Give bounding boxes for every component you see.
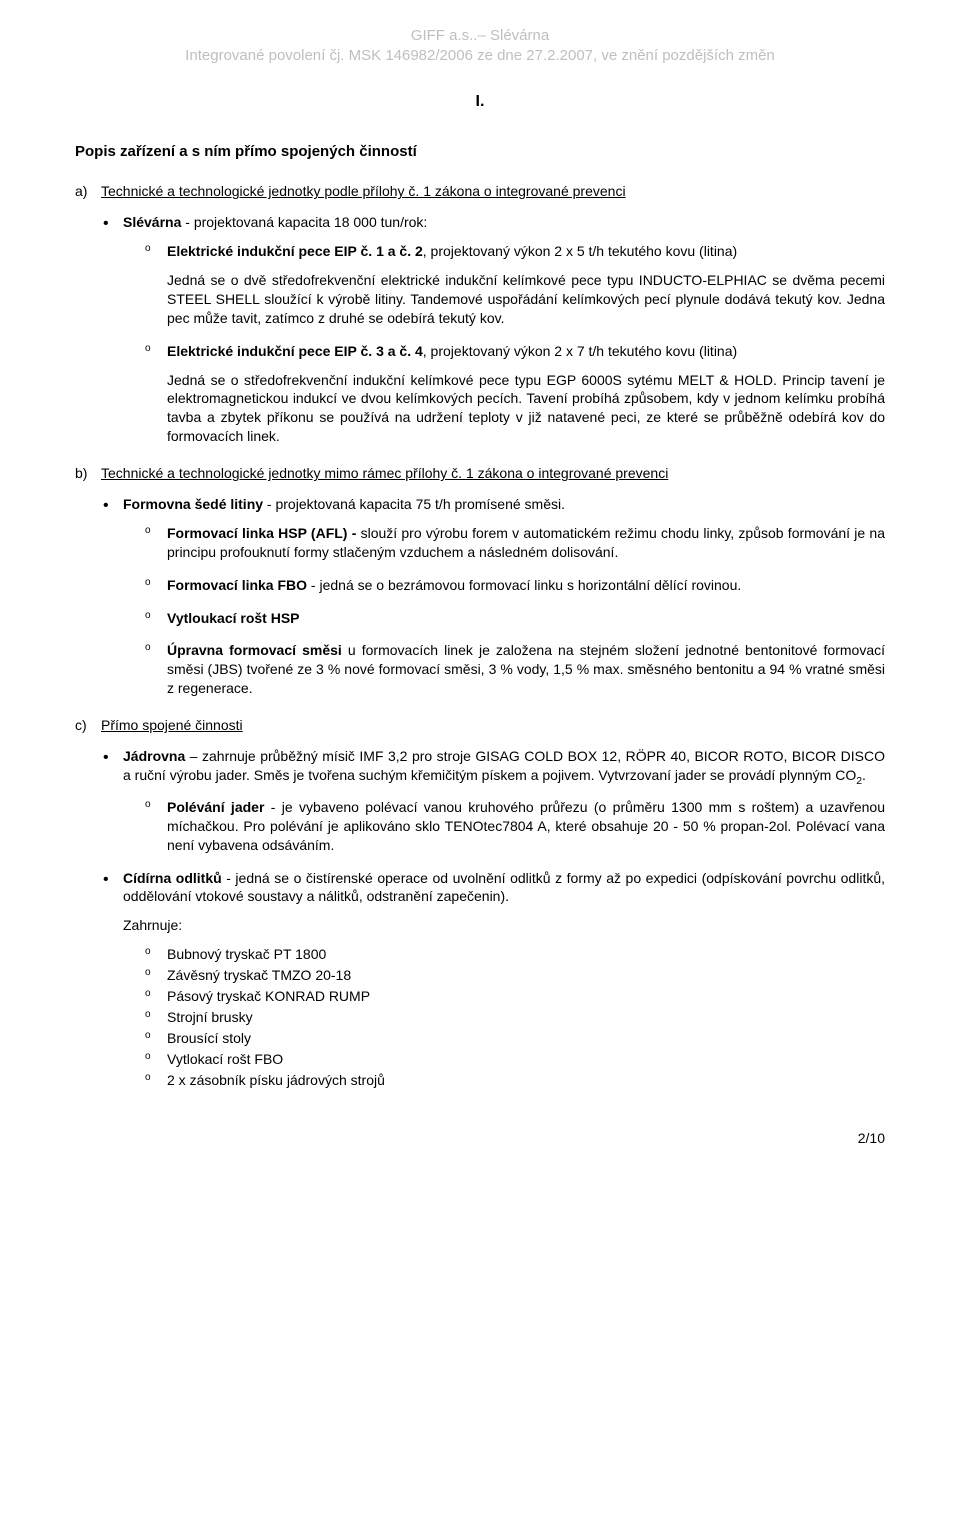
linka-fbo-tail: - jedná se o bezrámovou formovací linku … — [307, 577, 741, 593]
section-a-list: Slévárna - projektovaná kapacita 18 000 … — [75, 213, 885, 446]
linka-fbo: Formovací linka FBO - jedná se o bezrámo… — [145, 576, 885, 595]
polevani-jader: Polévání jader - je vybaveno polévací va… — [145, 798, 885, 855]
zahrnuje-list: Bubnový tryskač PT 1800 Závěsný tryskač … — [123, 945, 885, 1089]
formovna-lead: Formovna šedé litiny — [123, 496, 263, 512]
section-b-title: Technické a technologické jednotky mimo … — [101, 465, 668, 481]
zahrnuje-label: Zahrnuje: — [123, 916, 885, 935]
linka-hsp-lead: Formovací linka HSP (AFL) - — [167, 525, 356, 541]
letter-b: b) — [75, 464, 101, 483]
polevani-jader-tail: - je vybaveno polévací vanou kruhového p… — [167, 799, 885, 853]
vytloukaci-rost-lead: Vytloukací rošt HSP — [167, 610, 300, 626]
main-heading: Popis zařízení a s ním přímo spojených č… — [75, 142, 885, 162]
eip-3-4: Elektrické indukční pece EIP č. 3 a č. 4… — [145, 342, 885, 446]
section-c-heading: c)Přímo spojené činnosti — [75, 716, 885, 735]
section-a-title: Technické a technologické jednotky podle… — [101, 183, 626, 199]
eip-1-2-tail: , projektovaný výkon 2 x 5 t/h tekutého … — [423, 243, 737, 259]
bullet-slevarna: Slévárna - projektovaná kapacita 18 000 … — [103, 213, 885, 446]
section-a-heading: a)Technické a technologické jednotky pod… — [75, 182, 885, 201]
eip-3-4-para: Jedná se o středofrekvenční indukční kel… — [167, 371, 885, 447]
slevarna-tail: - projektovaná kapacita 18 000 tun/rok: — [181, 214, 427, 230]
jadrovna-tail-before: – zahrnuje průběžný mísič IMF 3,2 pro st… — [123, 748, 885, 783]
list-item: Strojní brusky — [145, 1008, 885, 1027]
eip-1-2-lead: Elektrické indukční pece EIP č. 1 a č. 2 — [167, 243, 423, 259]
bullet-formovna: Formovna šedé litiny - projektovaná kapa… — [103, 495, 885, 698]
eip-3-4-lead: Elektrické indukční pece EIP č. 3 a č. 4 — [167, 343, 423, 359]
polevani-jader-lead: Polévání jader — [167, 799, 264, 815]
header-company: GIFF a.s..– Slévárna — [75, 26, 885, 46]
eip-1-2-para: Jedná se o dvě středofrekvenční elektric… — [167, 271, 885, 328]
bullet-jadrovna: Jádrovna – zahrnuje průběžný mísič IMF 3… — [103, 747, 885, 855]
header-permit: Integrované povolení čj. MSK 146982/2006… — [75, 46, 885, 66]
cidirna-tail: - jedná se o čistírenské operace od uvol… — [123, 870, 885, 905]
cidirna-lead: Cídírna odlitků — [123, 870, 222, 886]
formovna-sublist: Formovací linka HSP (AFL) - slouží pro v… — [123, 524, 885, 698]
bullet-cidirna: Cídírna odlitků - jedná se o čistírenské… — [103, 869, 885, 1090]
list-item: 2 x zásobník písku jádrových strojů — [145, 1071, 885, 1090]
section-number: I. — [75, 91, 885, 113]
section-c-title: Přímo spojené činnosti — [101, 717, 243, 733]
section-b-heading: b)Technické a technologické jednotky mim… — [75, 464, 885, 483]
page-number: 2/10 — [75, 1129, 885, 1148]
letter-c: c) — [75, 716, 101, 735]
list-item: Bubnový tryskač PT 1800 — [145, 945, 885, 964]
section-b-list: Formovna šedé litiny - projektovaná kapa… — [75, 495, 885, 698]
slevarna-lead: Slévárna — [123, 214, 181, 230]
jadrovna-lead: Jádrovna — [123, 748, 185, 764]
jadrovna-tail-after: . — [862, 767, 866, 783]
eip-3-4-tail: , projektovaný výkon 2 x 7 t/h tekutého … — [423, 343, 737, 359]
linka-hsp: Formovací linka HSP (AFL) - slouží pro v… — [145, 524, 885, 562]
jadrovna-sublist: Polévání jader - je vybaveno polévací va… — [123, 798, 885, 855]
section-c-list: Jádrovna – zahrnuje průběžný mísič IMF 3… — [75, 747, 885, 1089]
upravna-smesi: Úpravna formovací směsi u formovacích li… — [145, 641, 885, 698]
list-item: Vytlokací rošt FBO — [145, 1050, 885, 1069]
letter-a: a) — [75, 182, 101, 201]
list-item: Závěsný tryskač TMZO 20-18 — [145, 966, 885, 985]
eip-1-2: Elektrické indukční pece EIP č. 1 a č. 2… — [145, 242, 885, 328]
list-item: Brousící stoly — [145, 1029, 885, 1048]
slevarna-sublist: Elektrické indukční pece EIP č. 1 a č. 2… — [123, 242, 885, 446]
upravna-smesi-lead: Úpravna formovací směsi — [167, 642, 342, 658]
linka-fbo-lead: Formovací linka FBO — [167, 577, 307, 593]
vytloukaci-rost: Vytloukací rošt HSP — [145, 609, 885, 628]
list-item: Pásový tryskač KONRAD RUMP — [145, 987, 885, 1006]
formovna-tail: - projektovaná kapacita 75 t/h promísené… — [263, 496, 565, 512]
